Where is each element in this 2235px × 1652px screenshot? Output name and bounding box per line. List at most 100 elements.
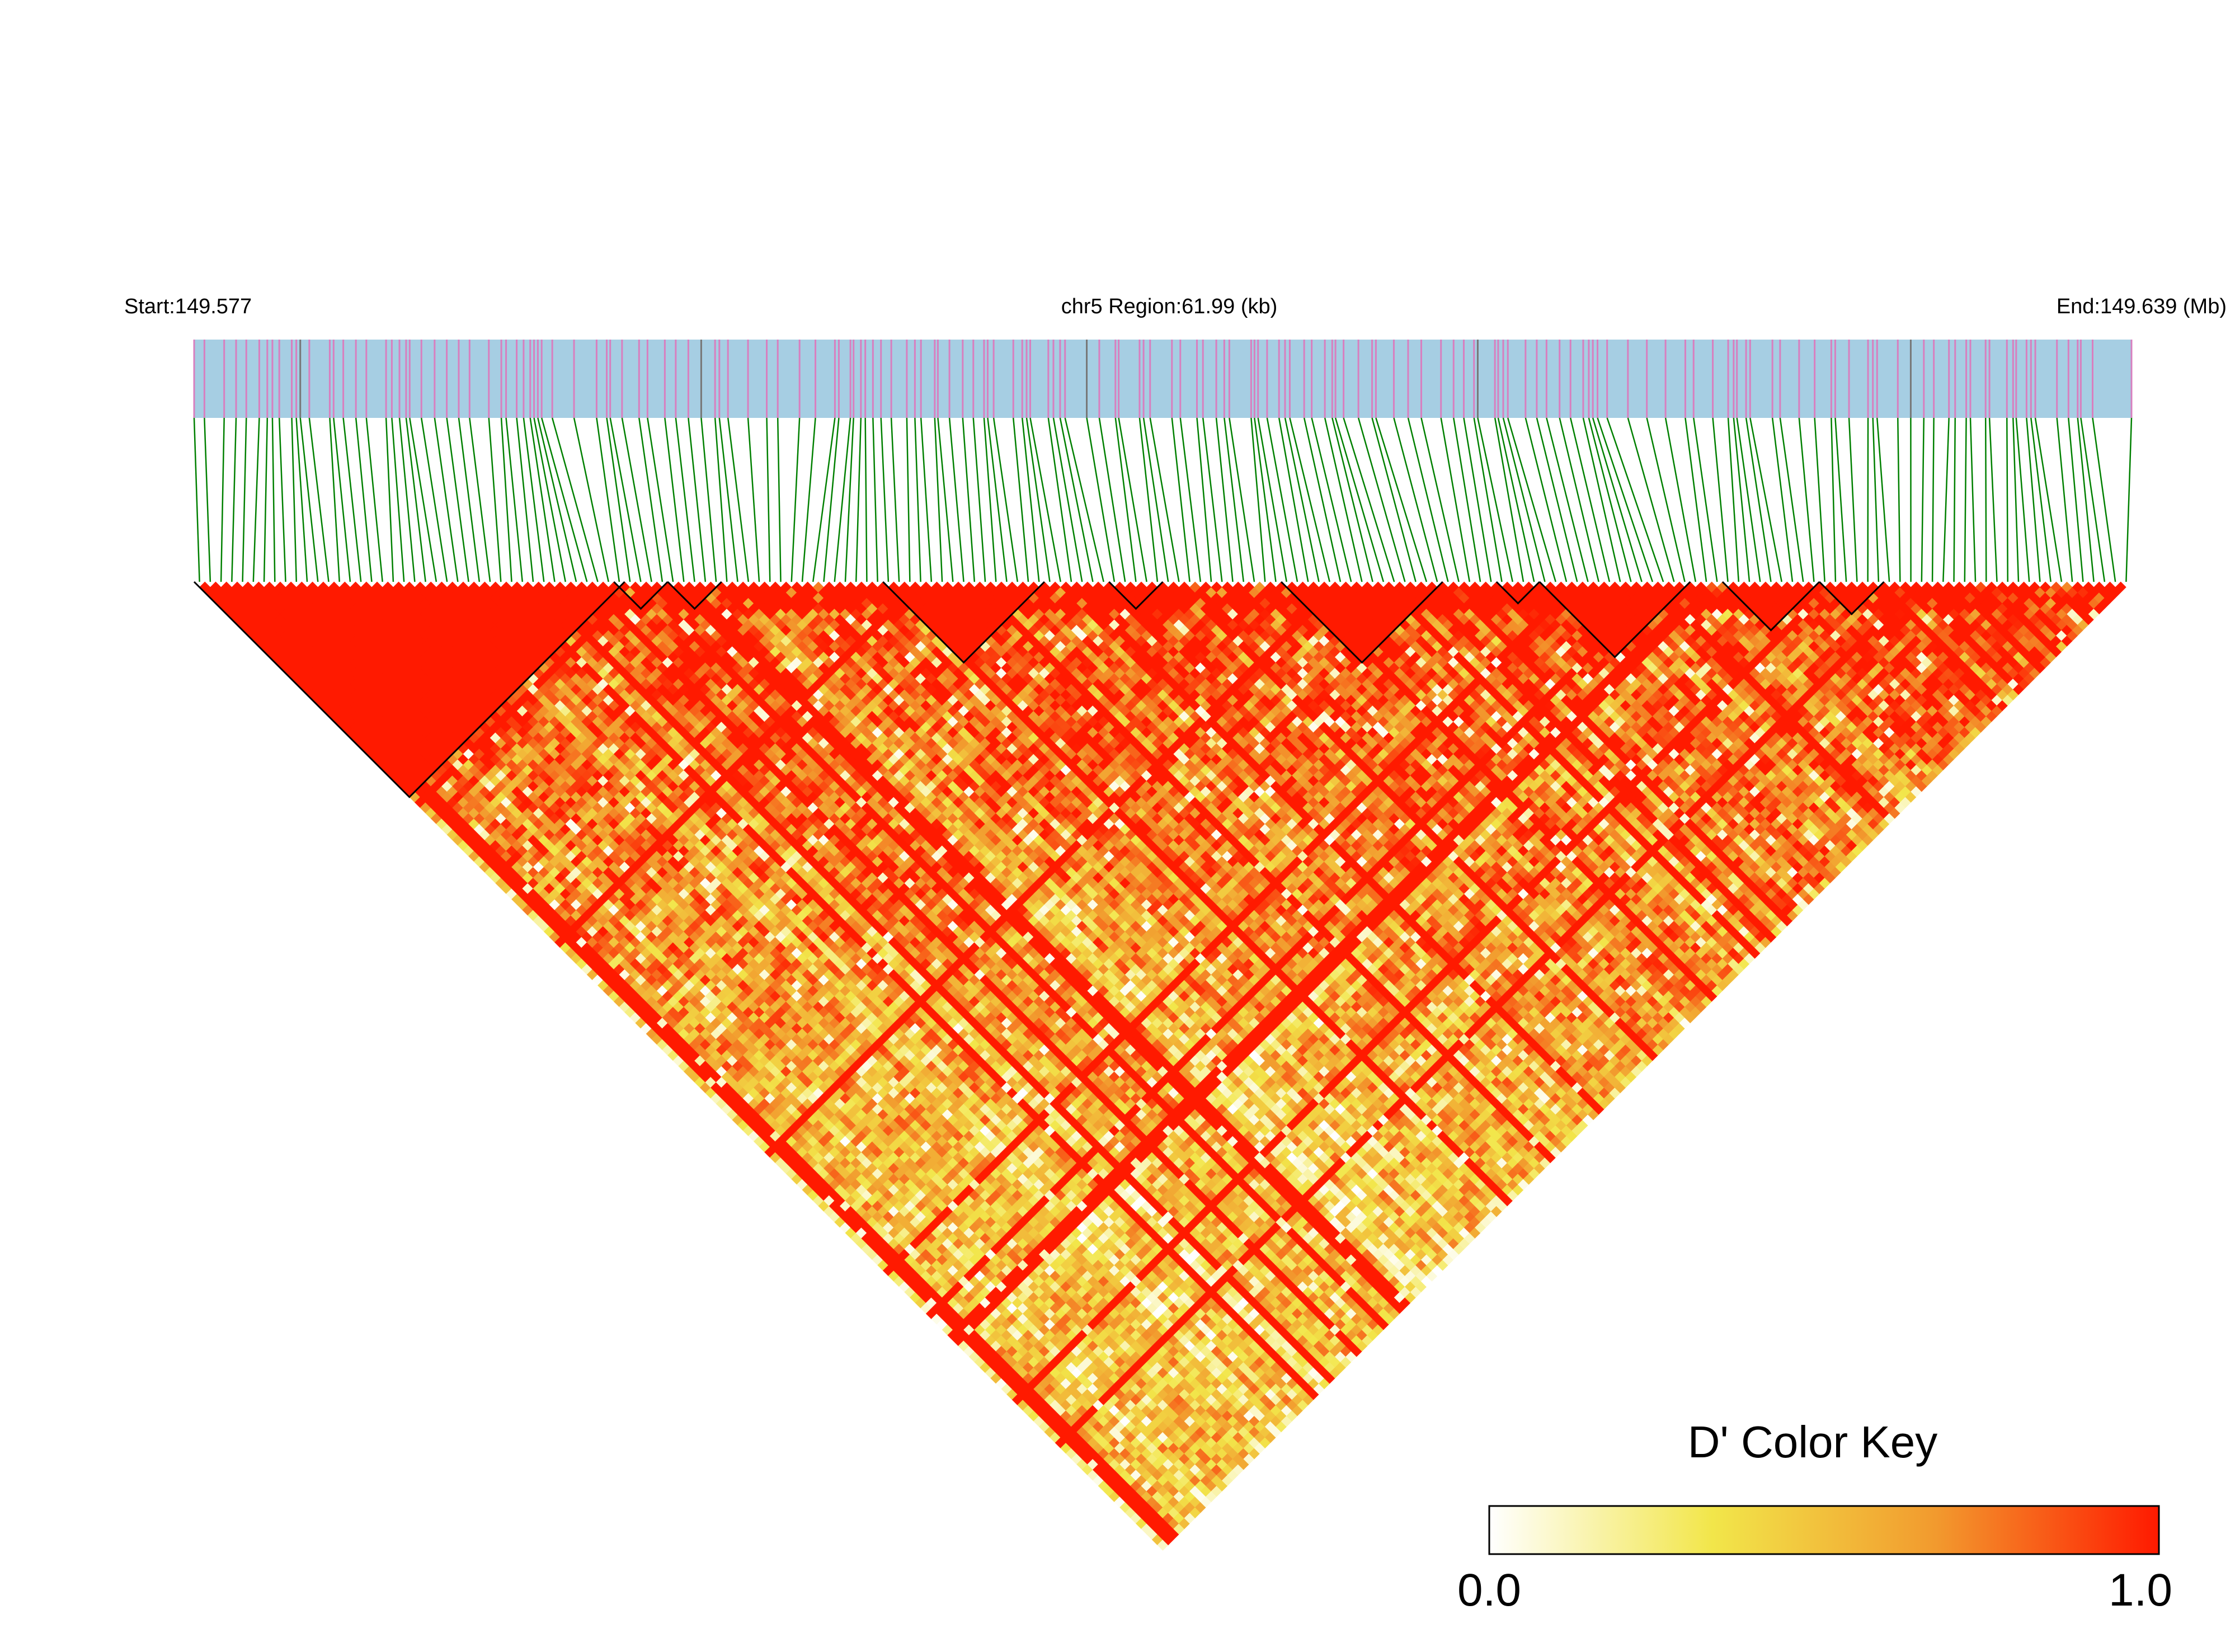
ld-cell bbox=[1146, 1518, 1158, 1529]
ld-cell bbox=[1055, 1415, 1066, 1427]
ld-cell bbox=[963, 1345, 975, 1357]
snp-connector bbox=[1712, 417, 1729, 582]
ld-cell bbox=[1157, 1528, 1169, 1540]
snp-connector bbox=[1984, 417, 1987, 582]
snp-connector bbox=[1334, 417, 1385, 582]
snp-connector bbox=[937, 417, 954, 582]
snp-connector bbox=[1196, 417, 1212, 582]
snp-connector bbox=[1118, 417, 1147, 582]
snp-connector bbox=[1588, 417, 1632, 582]
snp-connector bbox=[1202, 417, 1223, 582]
ld-cell bbox=[1141, 1512, 1152, 1524]
snp-connector-lines bbox=[193, 417, 2133, 582]
snp-connector bbox=[252, 417, 260, 582]
snp-connector bbox=[2026, 417, 2041, 582]
snp-connector bbox=[551, 417, 599, 582]
snp-connector bbox=[1311, 417, 1352, 582]
ld-cell bbox=[1119, 1502, 1131, 1513]
snp-connector bbox=[231, 417, 237, 582]
ld-cell bbox=[850, 1232, 862, 1244]
snp-connector bbox=[1771, 417, 1794, 582]
snp-connector bbox=[1278, 417, 1309, 582]
snp-connector bbox=[834, 417, 851, 582]
ld-cell bbox=[199, 581, 211, 593]
snp-connector bbox=[1953, 417, 1956, 582]
snp-connector bbox=[1876, 417, 1890, 582]
ld-cell bbox=[1098, 1458, 1109, 1470]
ld-cell bbox=[990, 1372, 1002, 1384]
snp-connector bbox=[2030, 417, 2052, 582]
ld-cell bbox=[980, 1362, 991, 1373]
snp-connector bbox=[1685, 417, 1707, 582]
snp-connector bbox=[1988, 417, 1998, 582]
ld-cell bbox=[872, 1243, 883, 1255]
snp-connector bbox=[308, 417, 330, 582]
snp-connector bbox=[1324, 417, 1363, 582]
snp-connector bbox=[872, 417, 878, 582]
snp-connector bbox=[1606, 417, 1664, 582]
snp-connector bbox=[533, 417, 566, 582]
snp-connector bbox=[1257, 417, 1287, 582]
ld-cell bbox=[258, 630, 270, 642]
ld-cell bbox=[915, 1286, 926, 1298]
snp-connector bbox=[1224, 417, 1245, 582]
snp-connector bbox=[1012, 417, 1029, 582]
snp-connector bbox=[1848, 417, 1858, 582]
snp-connector bbox=[1098, 417, 1126, 582]
snp-connector bbox=[1375, 417, 1428, 582]
ld-cell bbox=[1028, 1389, 1039, 1400]
ld-cell bbox=[1001, 1372, 1013, 1384]
snp-connector bbox=[263, 417, 269, 582]
snp-connector bbox=[844, 417, 854, 582]
snp-connector bbox=[1149, 417, 1180, 582]
ld-cell bbox=[785, 1146, 797, 1158]
ld-cell bbox=[1050, 1432, 1061, 1443]
snp-connector bbox=[777, 417, 782, 582]
snp-connector bbox=[1171, 417, 1191, 582]
ld-cell bbox=[947, 1319, 959, 1330]
ld-cell bbox=[931, 1302, 943, 1314]
snp-connector bbox=[385, 417, 394, 582]
snp-connector bbox=[329, 417, 340, 582]
snp-connector bbox=[1733, 417, 1751, 582]
ld-heatmap-cells bbox=[199, 581, 2126, 1551]
ld-cell bbox=[990, 1362, 1002, 1373]
snp-connector bbox=[1749, 417, 1782, 582]
snp-position-ticks bbox=[193, 340, 2133, 418]
ld-cell bbox=[937, 1319, 948, 1330]
snp-connector bbox=[1254, 417, 1277, 582]
snp-connector bbox=[1834, 417, 1847, 582]
snp-connector bbox=[992, 417, 1019, 582]
snp-connector bbox=[1331, 417, 1373, 582]
ld-cell bbox=[269, 619, 281, 630]
ld-cell bbox=[1060, 1432, 1072, 1443]
snp-connector bbox=[242, 417, 247, 582]
snp-connector bbox=[1727, 417, 1740, 582]
snp-connector bbox=[1872, 417, 1880, 582]
snp-connector bbox=[1693, 417, 1718, 582]
snp-connector bbox=[621, 417, 652, 582]
ld-cell bbox=[1093, 1475, 1104, 1486]
start-label: Start:149.577 bbox=[124, 295, 252, 318]
snp-connector bbox=[1582, 417, 1621, 582]
snp-connector bbox=[1025, 417, 1051, 582]
ld-cell bbox=[925, 1286, 937, 1298]
snp-connector bbox=[398, 417, 416, 582]
ld-cell bbox=[1130, 1502, 1142, 1513]
ld-cell bbox=[829, 1189, 840, 1201]
ld-cell bbox=[882, 1243, 894, 1255]
snp-connector bbox=[1814, 417, 1825, 582]
ld-cell bbox=[269, 630, 281, 642]
snp-connector bbox=[2056, 417, 2073, 582]
snp-connector bbox=[791, 417, 801, 582]
ld-cell bbox=[1044, 1415, 1056, 1427]
snp-connector bbox=[342, 417, 362, 582]
ld-cell bbox=[958, 1319, 970, 1330]
snp-connector bbox=[2080, 417, 2106, 582]
snp-connector bbox=[333, 417, 351, 582]
snp-connector bbox=[1592, 417, 1643, 582]
snp-connector bbox=[1942, 417, 1950, 582]
snp-connector bbox=[204, 417, 211, 582]
snp-connector bbox=[488, 417, 502, 582]
